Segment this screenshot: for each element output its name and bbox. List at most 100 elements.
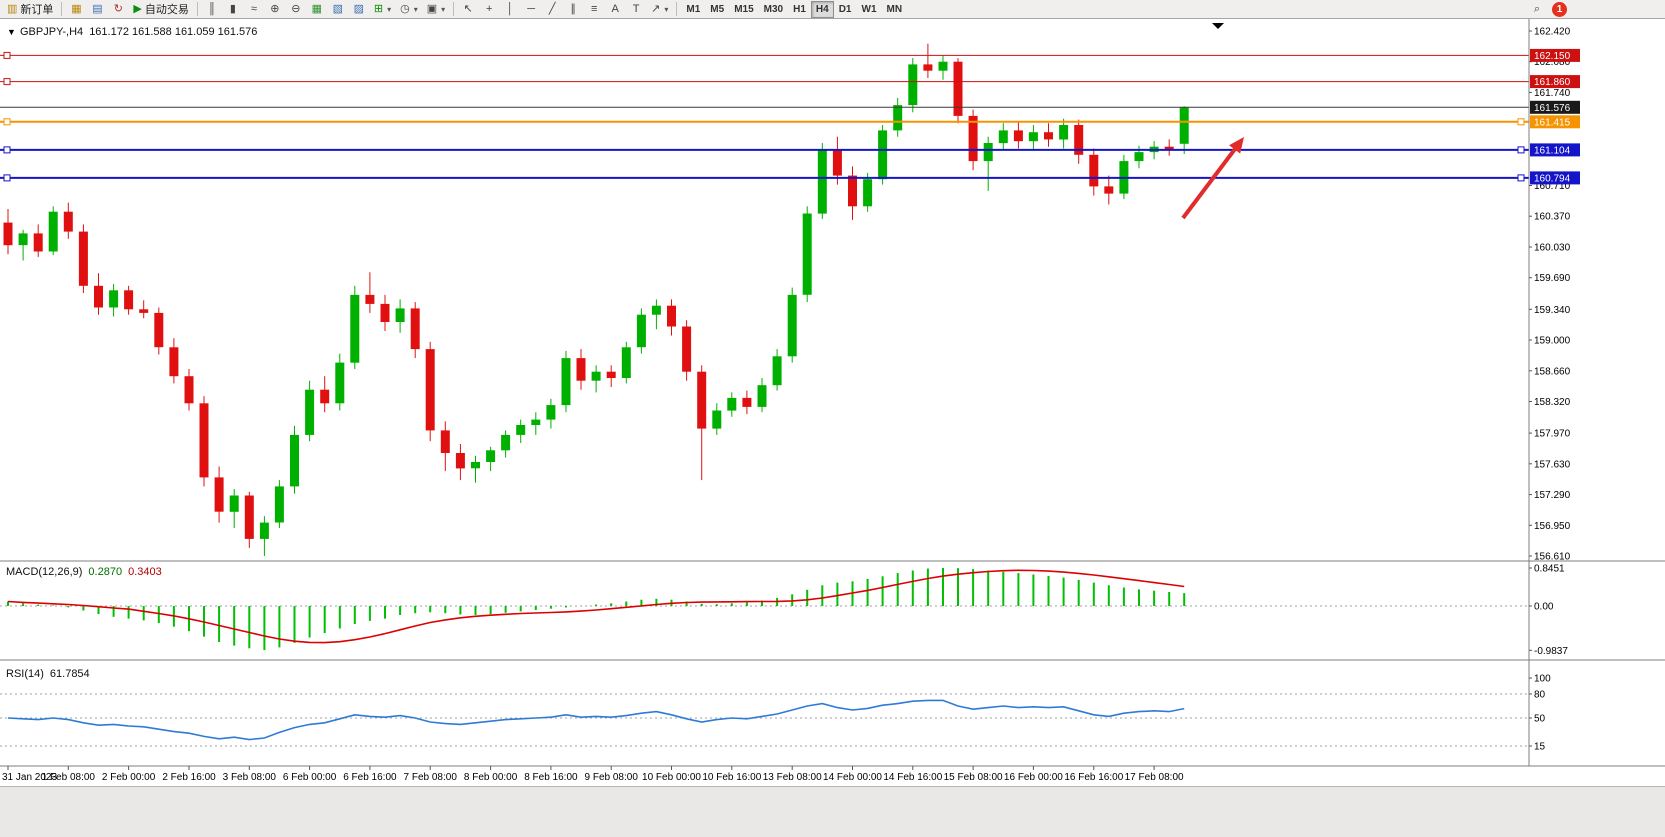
price-tag-text: 161.576 <box>1534 103 1571 114</box>
channel-button[interactable]: ∥ <box>563 1 583 18</box>
tile-windows-button[interactable]: ▦ <box>307 1 327 18</box>
timeframe-mn-button[interactable]: MN <box>882 1 908 18</box>
timeframe-m15-button[interactable]: M15 <box>729 1 758 18</box>
profiles-button[interactable]: ▤ <box>87 1 107 18</box>
candle-body <box>3 222 13 246</box>
time-axis-label: 8 Feb 16:00 <box>524 772 578 783</box>
horizontal-line-button[interactable]: ─ <box>521 1 541 18</box>
rsi-axis-label: 80 <box>1534 690 1546 701</box>
text-label-icon: T <box>632 2 640 15</box>
trendline-button[interactable]: ╱ <box>542 1 562 18</box>
notification-badge[interactable]: 1 <box>1552 1 1567 17</box>
trendline-icon: ╱ <box>548 2 556 15</box>
candle-body <box>63 211 73 232</box>
horizontal-line-icon: ─ <box>527 2 536 15</box>
candle-body <box>124 290 134 310</box>
candle-body <box>78 231 88 286</box>
timeframe-w1-button[interactable]: W1 <box>857 1 882 18</box>
chart-area[interactable]: 162.420 162.080 161.740 160.710 160.370 160.0… <box>0 19 1665 786</box>
line-handle[interactable] <box>3 78 11 86</box>
arrows-button[interactable]: ↗ ▾ <box>647 1 672 18</box>
fibonacci-button[interactable]: ≡ <box>584 1 604 18</box>
candle-body <box>938 61 948 71</box>
candle-body <box>365 294 375 304</box>
bar-chart-icon: ║ <box>207 2 216 15</box>
time-axis-label: 8 Feb 00:00 <box>464 772 518 783</box>
new-order-button[interactable]: ▥ 新订单 <box>3 1 57 18</box>
line-chart-button[interactable]: ≈ <box>244 1 264 18</box>
toolbar-separator <box>676 2 678 16</box>
candle-body <box>455 453 465 469</box>
text-button[interactable]: A <box>605 1 625 18</box>
candles-layer <box>3 43 1189 556</box>
candle-body <box>440 430 450 453</box>
candle-body <box>305 389 315 435</box>
candle-body <box>772 356 782 386</box>
time-axis-label: 1 Feb 08:00 <box>42 772 96 783</box>
candle-body <box>636 314 646 348</box>
arrows-icon: ↗ <box>651 2 661 15</box>
vertical-line-button[interactable]: │ <box>500 1 520 18</box>
line-handle[interactable] <box>1517 174 1525 182</box>
line-handle[interactable] <box>1517 146 1525 154</box>
candle-body <box>486 450 496 462</box>
timeframe-m5-button[interactable]: M5 <box>705 1 729 18</box>
toolbar-separator <box>453 2 455 16</box>
candlestick-icon: ▮ <box>229 2 236 15</box>
indicators-button[interactable]: ⊞ ▾ <box>370 1 395 18</box>
timeframe-h4-button[interactable]: H4 <box>810 0 834 18</box>
line-handle[interactable] <box>3 174 11 182</box>
line-handle[interactable] <box>3 146 11 154</box>
symbol-collapse-icon[interactable]: ▼ <box>7 27 16 37</box>
crosshair-button[interactable]: + <box>479 1 499 18</box>
auto-trading-button[interactable]: ▶ 自动交易 <box>129 1 192 18</box>
search-button[interactable]: ⌕ <box>1527 1 1547 18</box>
arrange-windows-button[interactable]: ▨ <box>349 1 369 18</box>
price-axis-label: 156.610 <box>1534 552 1571 563</box>
bar-chart-button[interactable]: ║ <box>202 1 222 18</box>
price-axis-label: 158.320 <box>1534 397 1571 408</box>
new-chart-button[interactable]: ▦ <box>66 1 86 18</box>
templates-button[interactable]: ▣ ▾ <box>423 1 449 18</box>
candle-body <box>878 130 888 180</box>
candle-body <box>802 213 812 295</box>
timeframe-m1-button[interactable]: M1 <box>681 1 705 18</box>
candle-body <box>395 308 405 322</box>
arrow-annotation[interactable] <box>1181 143 1240 220</box>
timeframe-d1-button[interactable]: D1 <box>834 1 857 18</box>
zoom-out-button[interactable]: ⊖ <box>286 1 306 18</box>
timeframe-h1-button[interactable]: H1 <box>788 1 811 18</box>
toolbar-separator <box>196 2 198 16</box>
candle-body <box>320 389 330 404</box>
new-order-label: 新订单 <box>20 4 54 16</box>
timeframe-m30-button[interactable]: M30 <box>759 1 788 18</box>
candle-body <box>787 294 797 357</box>
candle-body <box>335 362 345 404</box>
candle-body <box>953 61 963 116</box>
line-handle[interactable] <box>3 118 11 126</box>
candle-body <box>998 130 1008 144</box>
toolbar-right-group: ⌕ 1 <box>1527 1 1567 18</box>
candle-body <box>1104 186 1114 194</box>
cursor-button[interactable]: ↖ <box>458 1 478 18</box>
periods-button[interactable]: ◷ ▾ <box>396 1 422 18</box>
auto-trading-label: 自动交易 <box>144 4 189 16</box>
line-handle[interactable] <box>3 51 11 59</box>
price-axis-label: 162.080 <box>1534 57 1571 68</box>
refresh-button[interactable]: ↻ <box>108 1 128 18</box>
text-label-button[interactable]: T <box>626 1 646 18</box>
time-axis-label: 9 Feb 08:00 <box>585 772 639 783</box>
candle-body <box>516 425 526 435</box>
candle-body <box>94 285 103 308</box>
zoom-in-button[interactable]: ⊕ <box>265 1 285 18</box>
candle-body <box>229 495 239 512</box>
chart-shift-marker[interactable] <box>1212 23 1224 29</box>
dropdown-caret-icon: ▾ <box>413 4 418 14</box>
candle-body <box>1044 132 1053 140</box>
candle-body <box>1059 125 1069 140</box>
cascade-windows-button[interactable]: ▧ <box>328 1 348 18</box>
candle-body <box>244 495 254 539</box>
macd-axis-label: -0.9837 <box>1534 646 1568 657</box>
line-handle[interactable] <box>1517 118 1525 126</box>
candlestick-chart-button[interactable]: ▮ <box>223 1 243 18</box>
